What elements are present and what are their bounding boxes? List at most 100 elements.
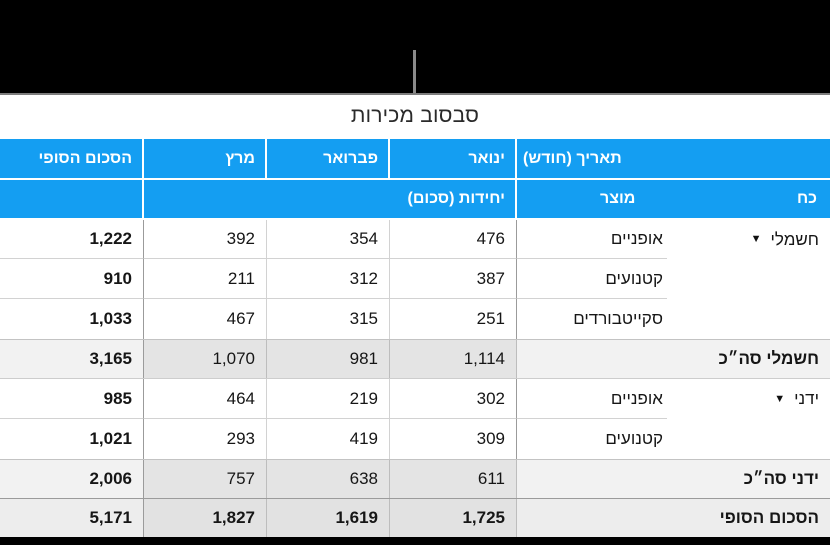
cell-value: 1,070: [212, 349, 255, 368]
subtotal-label[interactable]: ידני סה״כ: [517, 460, 830, 498]
cell-final-total[interactable]: 910: [0, 259, 144, 299]
row-label-group[interactable]: [667, 259, 830, 299]
cell-final-total[interactable]: 985: [0, 379, 144, 419]
cell-march[interactable]: 467: [144, 299, 267, 339]
subtotal-label[interactable]: חשמלי סה״כ: [517, 340, 830, 378]
grand-total-label[interactable]: הסכום הסופי: [517, 499, 830, 537]
row-label-product[interactable]: אופניים: [517, 379, 667, 419]
field-header-row: יחידות (סכום) כח מוצר: [0, 180, 830, 220]
callout-pointer-line-icon: [413, 50, 416, 93]
cell-february[interactable]: 354: [267, 220, 390, 259]
cell-march[interactable]: 211: [144, 259, 267, 299]
row-label: הסכום הסופי: [719, 508, 819, 527]
pivot-table: הסכום הסופי מרץ פברואר ינואר תאריך (חודש…: [0, 139, 830, 537]
cell-january[interactable]: 251: [390, 299, 517, 339]
cell-value: 476: [476, 229, 505, 248]
row-field-header-power: כח: [796, 190, 817, 207]
row-label-group[interactable]: [667, 419, 830, 459]
column-header-label: פברואר: [323, 149, 378, 167]
cell-march[interactable]: 464: [144, 379, 267, 419]
table-title-row: סבסוב מכירות: [0, 95, 830, 137]
column-header-label: הסכום הסופי: [38, 149, 132, 167]
column-header-label: מרץ: [225, 149, 255, 167]
header-empty-cell[interactable]: [0, 180, 144, 220]
row-label: קטנועים: [605, 429, 663, 448]
cell-value: 302: [476, 388, 505, 408]
cell-value: 910: [103, 268, 132, 288]
subtotal-row: 3,165 1,070 981 1,114 חשמלי סה״כ: [0, 339, 830, 379]
row-label-product[interactable]: קטנועים: [517, 259, 667, 299]
disclosure-triangle-icon[interactable]: ▼: [750, 233, 762, 245]
cell-value: 985: [103, 388, 132, 408]
cell-february[interactable]: 981: [267, 340, 390, 378]
cell-march[interactable]: 757: [144, 460, 267, 498]
cell-january[interactable]: 302: [390, 379, 517, 419]
table-row: 910 211 312 387 קטנועים: [0, 259, 830, 299]
cell-value: 1,114: [463, 349, 505, 368]
row-label-product[interactable]: אופניים: [517, 220, 667, 259]
table-row: 1,033 467 315 251 סקייטבורדים: [0, 299, 830, 339]
cell-value: 309: [476, 429, 505, 448]
cell-value: 1,021: [89, 429, 132, 448]
cell-february[interactable]: 1,619: [267, 499, 390, 537]
cell-january[interactable]: 1,725: [390, 499, 517, 537]
row-label: ידני סה״כ: [743, 469, 819, 488]
cell-january[interactable]: 476: [390, 220, 517, 259]
cell-january[interactable]: 309: [390, 419, 517, 459]
row-label-group[interactable]: [667, 299, 830, 339]
cell-january[interactable]: 387: [390, 259, 517, 299]
column-header-january[interactable]: ינואר: [390, 139, 517, 180]
row-label: אופניים: [610, 388, 663, 408]
table-row: 985 464 219 302 אופניים ▼ ידני: [0, 379, 830, 419]
values-field-label: יחידות (סכום): [407, 190, 505, 207]
cell-february[interactable]: 315: [267, 299, 390, 339]
column-header-february[interactable]: פברואר: [267, 139, 390, 180]
column-field-header-date-month[interactable]: תאריך (חודש): [517, 139, 830, 180]
group-label: חשמלי: [770, 229, 819, 249]
cell-value: 1,033: [89, 309, 132, 328]
cell-march[interactable]: 392: [144, 220, 267, 259]
column-header-march[interactable]: מרץ: [144, 139, 267, 180]
cell-march[interactable]: 1,827: [144, 499, 267, 537]
cell-value: 467: [226, 309, 255, 328]
row-field-header-product: מוצר: [600, 190, 636, 207]
disclosure-triangle-icon[interactable]: ▼: [774, 392, 786, 405]
cell-january[interactable]: 1,114: [390, 340, 517, 378]
row-label-product[interactable]: סקייטבורדים: [517, 299, 667, 339]
row-label-group[interactable]: ▼ חשמלי: [667, 220, 830, 259]
values-field-header-units-sum[interactable]: יחידות (סכום): [144, 180, 517, 220]
bottom-black-bar: [0, 537, 830, 545]
row-fields-header-cell[interactable]: כח מוצר: [517, 180, 830, 220]
cell-value: 315: [349, 309, 378, 328]
cell-february[interactable]: 419: [267, 419, 390, 459]
group-label: ידני: [794, 389, 819, 408]
subtotal-row: 2,006 757 638 611 ידני סה״כ: [0, 459, 830, 498]
column-header-label: ינואר: [468, 149, 505, 167]
cell-february[interactable]: 312: [267, 259, 390, 299]
cell-value: 2,006: [89, 469, 132, 488]
cell-final-total[interactable]: 3,165: [0, 340, 144, 378]
table-row: 1,021 293 419 309 קטנועים: [0, 419, 830, 459]
cell-march[interactable]: 293: [144, 419, 267, 459]
cell-final-total[interactable]: 5,171: [0, 499, 144, 537]
cell-january[interactable]: 611: [390, 460, 517, 498]
cell-value: 981: [349, 349, 378, 368]
cell-value: 251: [476, 309, 505, 328]
cell-value: 392: [226, 229, 255, 248]
row-label-group[interactable]: ▼ ידני: [667, 379, 830, 419]
cell-final-total[interactable]: 2,006: [0, 460, 144, 498]
cell-february[interactable]: 219: [267, 379, 390, 419]
row-label: חשמלי סה״כ: [718, 349, 819, 368]
table-row: 1,222 392 354 476 אופניים ▼ חשמלי: [0, 220, 830, 259]
cell-final-total[interactable]: 1,033: [0, 299, 144, 339]
cell-final-total[interactable]: 1,222: [0, 220, 144, 259]
cell-value: 219: [349, 388, 378, 408]
cell-february[interactable]: 638: [267, 460, 390, 498]
cell-value: 293: [226, 429, 255, 448]
table-title[interactable]: סבסוב מכירות: [350, 104, 480, 127]
column-header-final-total[interactable]: הסכום הסופי: [0, 139, 144, 180]
cell-final-total[interactable]: 1,021: [0, 419, 144, 459]
cell-march[interactable]: 1,070: [144, 340, 267, 378]
row-label-product[interactable]: קטנועים: [517, 419, 667, 459]
cell-value: 5,171: [89, 508, 132, 527]
